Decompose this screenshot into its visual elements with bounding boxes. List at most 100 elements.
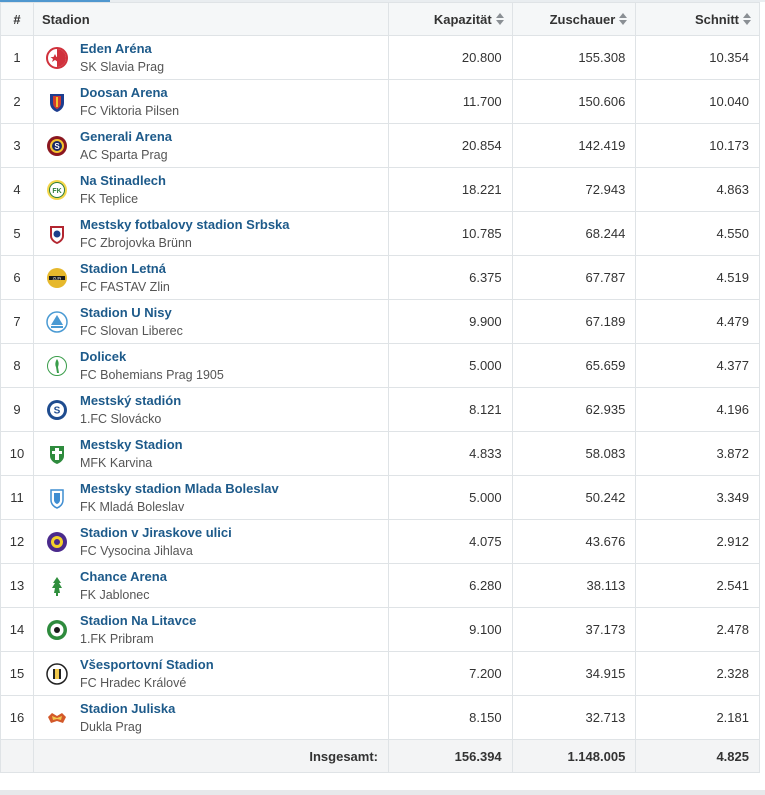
- club-name: FK Mladá Boleslav: [80, 499, 185, 514]
- rank-cell: 16: [0, 695, 34, 740]
- svg-text:ZLIN: ZLIN: [53, 275, 62, 280]
- hradec-logo-icon: [46, 662, 68, 685]
- table-row: 7 Stadion U Nisy FC Slovan Liberec 9.900 67.…: [0, 299, 760, 344]
- rank-cell: 7: [0, 299, 34, 344]
- stadium-name-link[interactable]: Eden Aréna: [80, 40, 152, 56]
- average-header[interactable]: Schnitt: [635, 2, 760, 36]
- club-name: FC Viktoria Pilsen: [80, 103, 180, 118]
- spectators-cell: 150.606: [511, 79, 637, 124]
- rank-cell: 2: [0, 79, 34, 124]
- spectators-cell: 34.915: [511, 651, 637, 696]
- slavia-logo-icon: [46, 46, 68, 69]
- average-cell: 10.040: [635, 79, 760, 124]
- capacity-cell: 11.700: [388, 79, 513, 124]
- capacity-cell: 20.854: [388, 123, 513, 168]
- viktoria-logo-icon: [50, 93, 64, 112]
- stadium-name-link[interactable]: Mestsky Stadion: [80, 436, 183, 452]
- stadium-cell: Stadion Na Litavce 1.FK Pribram: [33, 607, 389, 652]
- stadium-name-link[interactable]: Mestsky fotbalovy stadion Srbska: [80, 216, 290, 232]
- sort-icon[interactable]: [495, 13, 504, 26]
- spectators-cell: 32.713: [511, 695, 637, 740]
- capacity-cell: 5.000: [388, 475, 513, 520]
- sort-icon[interactable]: [619, 13, 628, 26]
- average-cell: 2.541: [635, 563, 760, 608]
- spectators-cell: 142.419: [511, 123, 637, 168]
- rank-cell: 13: [0, 563, 34, 608]
- rank-cell: 1: [0, 35, 34, 80]
- club-name: 1.FK Pribram: [80, 631, 154, 646]
- stadium-name-link[interactable]: Generali Arena: [80, 128, 173, 144]
- total-label: Insgesamt:: [33, 739, 389, 773]
- spectators-header[interactable]: Zuschauer: [511, 2, 637, 36]
- stadium-cell: S Mestský stadión 1.FC Slovácko: [33, 387, 389, 432]
- average-cell: 2.912: [635, 519, 760, 564]
- capacity-cell: 8.150: [388, 695, 513, 740]
- capacity-cell: 9.900: [388, 299, 513, 344]
- capacity-header[interactable]: Kapazität: [388, 2, 513, 36]
- spectators-cell: 67.787: [511, 255, 637, 300]
- sort-icon[interactable]: [743, 13, 751, 26]
- rank-cell: 10: [0, 431, 34, 476]
- total-capacity: 156.394: [388, 739, 513, 773]
- rank-cell: 5: [0, 211, 34, 256]
- stadium-name-link[interactable]: Stadion v Jiraskove ulici: [80, 524, 232, 540]
- rank-header: #: [0, 2, 34, 36]
- table-row: 10 Mestsky Stadion MFK Karvina 4.833 58.083 3…: [0, 431, 760, 476]
- table-header-row: # Stadion Kapazität Zuschauer Schnitt: [0, 2, 760, 36]
- stadium-name-link[interactable]: Všesportovní Stadion: [80, 656, 214, 672]
- spectators-cell: 155.308: [511, 35, 637, 80]
- average-cell: 2.478: [635, 607, 760, 652]
- capacity-cell: 20.800: [388, 35, 513, 80]
- stadium-name-link[interactable]: Chance Arena: [80, 568, 167, 584]
- rank-cell: 11: [0, 475, 34, 520]
- stadium-name-link[interactable]: Stadion U Nisy: [80, 304, 172, 320]
- club-name: MFK Karvina: [80, 455, 153, 470]
- capacity-cell: 8.121: [388, 387, 513, 432]
- table-row: 5 Mestsky fotbalovy stadion Srbska FC Zbro…: [0, 211, 760, 256]
- table-row: 11 Mestsky stadion Mlada Boleslav FK Mladá…: [0, 475, 760, 520]
- rank-cell: 8: [0, 343, 34, 388]
- stadium-name-link[interactable]: Mestsky stadion Mlada Boleslav: [80, 480, 279, 496]
- table-row: 8 Dolicek FC Bohemians Prag 1905 5.000 65.65…: [0, 343, 760, 388]
- spectators-cell: 72.943: [511, 167, 637, 212]
- stadium-name-link[interactable]: Stadion Letná: [80, 260, 166, 276]
- average-cell: 4.377: [635, 343, 760, 388]
- stadium-name-link[interactable]: Stadion Na Litavce: [80, 612, 197, 628]
- spectators-cell: 62.935: [511, 387, 637, 432]
- svg-text:FK: FK: [52, 188, 61, 195]
- capacity-cell: 5.000: [388, 343, 513, 388]
- stadium-name-link[interactable]: Dolicek: [80, 348, 127, 364]
- jihlava-logo-icon: [47, 531, 67, 552]
- stadium-cell: ZLIN Stadion Letná FC FASTAV Zlin: [33, 255, 389, 300]
- club-name: FC Hradec Králové: [80, 675, 187, 690]
- average-cell: 10.354: [635, 35, 760, 80]
- club-name: FK Jablonec: [80, 587, 150, 602]
- stadium-cell: Doosan Arena FC Viktoria Pilsen: [33, 79, 389, 124]
- stadium-name-link[interactable]: Na Stinadlech: [80, 172, 166, 188]
- average-cell: 3.872: [635, 431, 760, 476]
- stadium-cell: S Generali Arena AC Sparta Prag: [33, 123, 389, 168]
- rank-cell: 14: [0, 607, 34, 652]
- spectators-cell: 68.244: [511, 211, 637, 256]
- bohemians-logo-icon: [47, 355, 67, 376]
- club-name: FC FASTAV Zlin: [80, 279, 170, 294]
- active-tab-indicator: [0, 0, 110, 2]
- stadium-name-link[interactable]: Mestský stadión: [80, 392, 182, 408]
- average-cell: 4.550: [635, 211, 760, 256]
- capacity-cell: 18.221: [388, 167, 513, 212]
- stadium-name-link[interactable]: Doosan Arena: [80, 84, 168, 100]
- rank-cell: 12: [0, 519, 34, 564]
- club-name: Dukla Prag: [80, 719, 142, 734]
- horizontal-scrollbar[interactable]: [0, 790, 765, 795]
- average-cell: 4.863: [635, 167, 760, 212]
- capacity-cell: 6.375: [388, 255, 513, 300]
- spectators-header-label: Zuschauer: [549, 11, 616, 27]
- slovacko-logo-icon: S: [47, 399, 67, 420]
- table-row: 13 Chance Arena FK Jablonec 6.280 38.113 2.54…: [0, 563, 760, 608]
- dukla-logo-icon: [48, 712, 66, 723]
- stadium-name-link[interactable]: Stadion Juliska: [80, 700, 176, 716]
- karvina-logo-icon: [50, 445, 64, 464]
- stadium-cell: Eden Aréna SK Slavia Prag: [33, 35, 389, 80]
- boleslav-logo-icon: [50, 488, 64, 509]
